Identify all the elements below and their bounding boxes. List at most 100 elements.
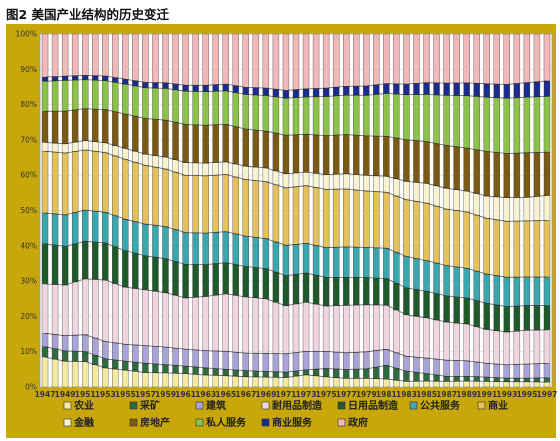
bar-segment [523,305,531,331]
bar-segment [463,211,470,269]
bar-segment [152,155,159,168]
bar-segment [232,163,239,178]
bar-segment [332,87,340,96]
bar-segment [51,76,59,82]
bar-segment [433,205,440,264]
bar-segment [503,306,511,333]
bar-segment [503,98,511,154]
bar-segment [61,284,69,336]
bar-segment [483,83,490,98]
bar-segment [222,33,229,85]
bar-segment [51,151,59,215]
bar-segment [443,376,450,382]
bar-segment [92,279,99,339]
bar-segment [162,292,169,348]
bar-segment [423,202,430,261]
bar-segment [202,162,209,177]
bar-segment [292,97,300,135]
bar-segment [122,83,129,115]
bar-segment [493,33,500,85]
bar-segment [523,330,531,365]
bar-segment [232,176,239,235]
legend-label: 耐用品制造 [272,399,323,412]
bar-segment [41,151,49,214]
bar-segment [61,246,69,286]
bar-segment [222,293,229,352]
bar-segment [343,378,350,388]
bar-segment [543,33,551,82]
bar-segment [112,359,119,370]
bar-segment [81,140,89,151]
bar-segment [433,82,440,96]
bar-segment [322,368,330,378]
bar-segment [312,375,320,388]
bar-segment [61,350,69,362]
bar-segment [403,83,410,95]
bar-segment [252,376,260,388]
bar-segment [413,316,420,358]
bar-segment [202,350,209,369]
bar-segment [483,303,490,330]
bar-segment [433,319,440,360]
bar-segment [513,197,521,222]
bar-segment [473,33,480,84]
legend-label: 商业 [488,399,508,412]
bar-segment [252,166,260,181]
bar-segment [292,33,300,90]
bar-segment [61,75,69,81]
bar-segment [302,369,310,375]
bar-segment [262,95,270,132]
bar-segment [513,33,521,84]
bar-segment [282,305,290,354]
bar-segment [81,209,89,242]
bar-segment [373,247,380,279]
bar-segment [212,368,219,376]
bar-segment [332,95,340,136]
bar-segment [533,329,541,364]
bar-segment [433,374,440,382]
bar-segment [81,75,89,80]
bar-segment [212,375,219,388]
legend-swatch [409,401,418,410]
bar-segment [413,201,420,259]
bar-segment [312,173,320,188]
bar-segment [443,188,450,210]
bar-segment [262,87,270,96]
bar-segment [533,220,541,278]
bar-segment [343,33,350,87]
legend-label: 日用品制造 [348,399,399,412]
bar-segment [172,89,179,123]
bar-segment [92,364,99,388]
bar-segment [473,300,480,327]
legend-label: 建筑 [205,399,226,412]
bar-segment [202,367,209,376]
bar-segment [152,225,159,258]
bar-segment [162,168,169,227]
bar-segment [343,352,350,370]
bar-segment [503,381,511,388]
bar-segment [443,145,450,189]
bar-segment [393,137,400,179]
bar-segment [413,381,420,388]
bar-segment [523,363,531,379]
y-tick-label: 50% [20,206,37,215]
bar-segment [543,377,551,383]
bar-segment [81,351,89,362]
bar-segment [393,352,400,369]
bar-segment [162,258,169,293]
bar-segment [353,369,360,379]
bar-segment [41,81,49,112]
bar-segment [192,366,199,375]
bar-segment [172,295,179,349]
bar-segment [383,33,390,84]
bar-segment [252,297,260,354]
bar-segment [353,85,360,96]
bar-segment [433,358,440,376]
bar-segment [132,371,139,388]
bar-segment [443,265,450,297]
bar-segment [252,87,260,96]
bar-segment [132,344,139,363]
bar-segment [453,95,460,148]
bar-segment [353,352,360,370]
bar-segment [393,83,400,95]
